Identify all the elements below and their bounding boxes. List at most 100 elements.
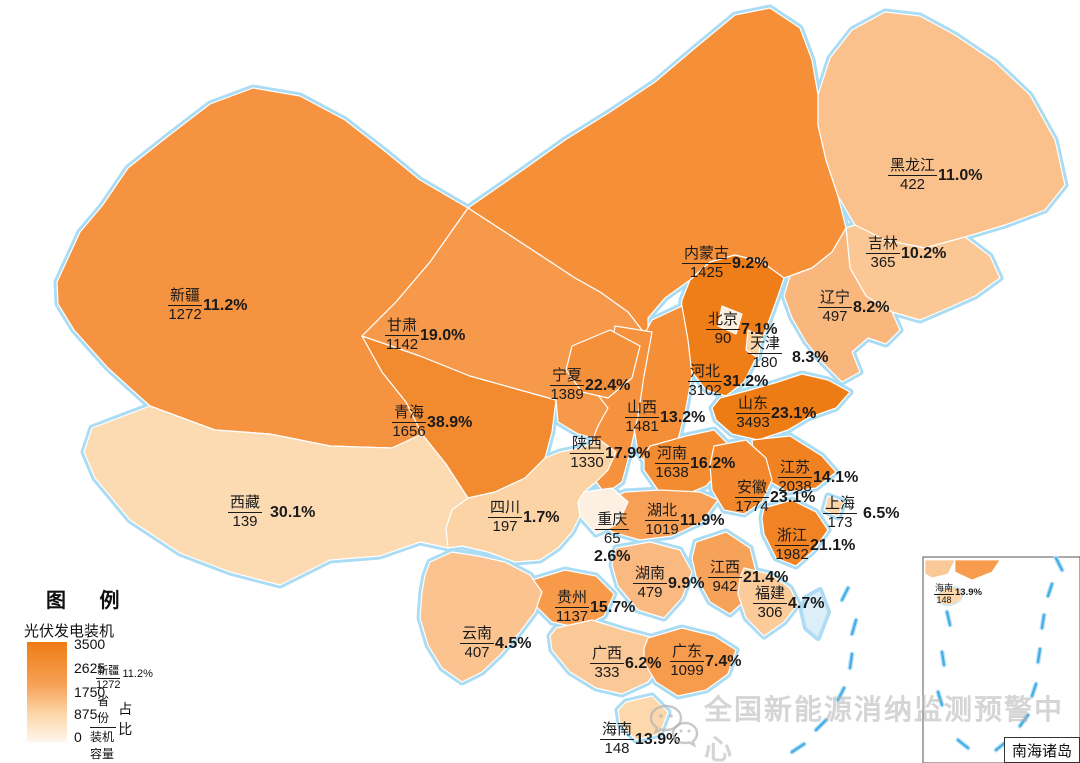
label-guangxi-pct: 6.2% xyxy=(625,655,662,672)
label-shaanxi: 陕西 1330 17.9% xyxy=(570,435,651,471)
label-fujian-value: 306 xyxy=(757,604,783,622)
legend-formula-numerator: 省份 xyxy=(90,692,117,728)
legend-formula-right: 占比 xyxy=(118,701,133,737)
province-chongqing xyxy=(577,487,629,535)
legend-example: 新疆 1272 11.2% xyxy=(96,662,153,691)
label-gansu-value: 1142 xyxy=(385,336,419,354)
label-jiangsu: 江苏 2038 14.1% xyxy=(778,459,858,495)
label-gansu-pct: 19.0% xyxy=(420,327,466,344)
label-shanghai-pct: 6.5% xyxy=(863,505,900,522)
label-shaanxi-pct: 17.9% xyxy=(605,445,651,462)
label-zhejiang-name: 浙江 xyxy=(775,527,810,547)
label-beijing-pct: 7.1% xyxy=(741,321,778,338)
label-henan-pct: 16.2% xyxy=(690,455,736,472)
label-xinjiang: 新疆 1272 11.2% xyxy=(168,287,248,324)
label-shanxi-value: 1481 xyxy=(625,418,659,436)
province-liaoning xyxy=(783,227,901,383)
label-neimenggu: 内蒙古 1425 9.2% xyxy=(682,245,769,282)
label-shandong: 山东 3493 23.1% xyxy=(736,395,817,432)
province-fujian xyxy=(737,567,799,637)
label-liaoning-pct: 8.2% xyxy=(853,299,890,316)
province-yunnan xyxy=(419,551,543,683)
province-henan xyxy=(643,429,731,497)
label-xinjiang-value: 1272 xyxy=(168,306,202,324)
legend-tick-875: 875 xyxy=(74,706,98,722)
nine-dash-main-0 xyxy=(840,586,850,602)
label-fujian-pct: 4.7% xyxy=(788,595,825,612)
label-anhui-pct: 23.1% xyxy=(770,489,816,506)
province-ningxia xyxy=(565,329,641,399)
label-hainan: 海南 148 13.9% xyxy=(600,721,681,757)
label-hubei-value: 1019 xyxy=(645,521,679,539)
label-shaanxi-name: 陕西 xyxy=(570,435,605,455)
label-shandong-pct: 23.1% xyxy=(771,405,817,422)
legend-title: 图 例 xyxy=(46,590,134,612)
label-yunnan-value: 407 xyxy=(464,644,490,662)
label-shanghai-value: 173 xyxy=(827,514,853,532)
label-hunan: 湖南 479 9.9% xyxy=(633,565,704,602)
label-ningxia: 宁夏 1389 22.4% xyxy=(550,367,631,404)
province-zhejiang xyxy=(761,499,829,567)
label-hainan-pct: 13.9% xyxy=(635,731,681,748)
label-gansu-name: 甘肃 xyxy=(385,317,420,337)
label-ningxia-pct: 22.4% xyxy=(585,377,631,394)
label-qinghai-value: 1656 xyxy=(392,423,426,441)
inset-guangxi-tip xyxy=(924,559,956,579)
nine-dash-inset-3 xyxy=(1036,647,1042,664)
nine-dash-inset-1 xyxy=(1046,582,1054,598)
label-liaoning-name: 辽宁 xyxy=(818,289,853,309)
label-jilin-pct: 10.2% xyxy=(901,245,947,262)
label-sichuan-value: 197 xyxy=(492,518,518,536)
label-xinjiang-name: 新疆 xyxy=(168,287,203,307)
label-xizang-name: 西藏 xyxy=(228,494,263,514)
legend-tick-3500: 3500 xyxy=(74,636,106,652)
legend-example-value: 1272 xyxy=(96,679,121,691)
province-fill-layer xyxy=(56,7,1066,741)
label-jilin: 吉林 365 10.2% xyxy=(866,235,947,272)
label-ningxia-value: 1389 xyxy=(550,386,584,404)
province-shandong xyxy=(711,373,851,441)
label-beijing-value: 90 xyxy=(714,330,732,348)
label-jilin-value: 365 xyxy=(870,254,896,272)
province-heilongjiang xyxy=(817,11,1066,249)
nine-dash-main-1 xyxy=(850,618,858,636)
label-hubei-name: 湖北 xyxy=(645,502,680,522)
label-neimenggu-value: 1425 xyxy=(689,264,724,282)
legend: 图 例 光伏发电装机 3500 2625 1750 875 0 新疆 1272 11.2… xyxy=(24,584,153,761)
label-shandong-value: 3493 xyxy=(736,414,770,432)
legend-tick-1750: 1750 xyxy=(74,684,106,700)
label-shandong-name: 山东 xyxy=(736,395,771,415)
nine-dash-inset-9 xyxy=(936,690,944,707)
legend-example-province: 新疆 xyxy=(96,662,121,679)
nine-dash-inset-5 xyxy=(1018,713,1030,728)
sea-features-layer xyxy=(789,585,859,755)
label-neimenggu-pct: 9.2% xyxy=(732,255,769,272)
label-anhui-value: 1774 xyxy=(735,498,769,516)
nine-dash-inset-8 xyxy=(940,650,946,667)
label-inset-hainan-value: 148 xyxy=(936,594,952,605)
label-hunan-value: 479 xyxy=(637,584,663,602)
province-guangxi xyxy=(549,619,665,695)
label-jilin-name: 吉林 xyxy=(866,235,901,255)
nine-dash-main-2 xyxy=(848,652,854,670)
label-guangdong-pct: 7.4% xyxy=(705,653,742,670)
label-heilongjiang: 黑龙江 422 11.0% xyxy=(888,157,983,194)
label-yunnan-name: 云南 xyxy=(460,625,495,645)
label-chongqing-pct: 2.6% xyxy=(594,548,631,566)
label-jiangxi: 江西 942 21.4% xyxy=(708,559,788,595)
label-jiangsu-name: 江苏 xyxy=(778,459,813,479)
label-heilongjiang-value: 422 xyxy=(899,176,926,194)
label-neimenggu-name: 内蒙古 xyxy=(682,245,732,265)
label-qinghai-pct: 38.9% xyxy=(427,414,473,431)
nine-dash-inset-0 xyxy=(1054,556,1064,572)
label-henan-name: 河南 xyxy=(655,445,690,465)
nine-dash-main-4 xyxy=(814,718,828,732)
label-sichuan-name: 四川 xyxy=(488,499,523,519)
label-beijing-name: 北京 xyxy=(706,311,741,331)
label-guangdong-value: 1099 xyxy=(670,662,704,680)
label-guangdong: 广东 1099 7.4% xyxy=(670,643,742,680)
legend-example-pct: 11.2% xyxy=(122,668,153,680)
label-gansu: 甘肃 1142 19.0% xyxy=(385,317,466,354)
province-hunan xyxy=(611,541,693,619)
